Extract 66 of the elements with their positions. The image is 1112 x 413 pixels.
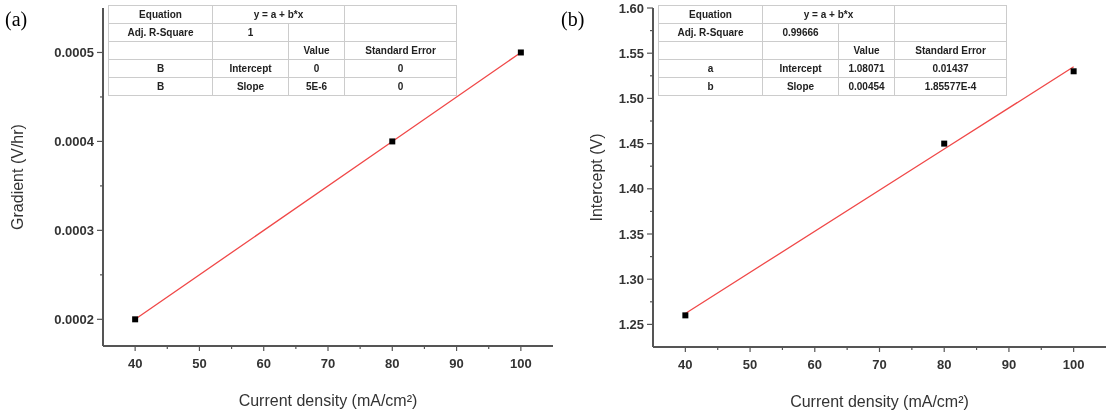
annotation: Value [838,41,895,60]
annotation: a [658,59,763,78]
y-tick-label: 0.0005 [54,44,94,60]
y-tick-label: 1.35 [618,226,644,242]
annotation: Standard Error [894,41,1007,60]
point [132,316,139,323]
x-tick-label: 50 [742,357,758,372]
annotation: 0 [344,77,457,96]
point [682,312,689,319]
annotation: Adj. R-Square [108,23,213,42]
annotation: Adj. R-Square [658,23,763,42]
y-tick-label: 1.40 [618,181,644,197]
x-tick-label: 80 [936,357,952,372]
y-tick-label: 0.0003 [54,222,94,238]
annotation: Intercept [212,59,289,78]
annotation: 0.00454 [838,77,895,96]
x-tick-label: 40 [678,357,693,372]
chart-title: (a) [5,8,28,31]
annotation: 5E-6 [288,77,345,96]
annotation: Standard Error [344,41,457,60]
x-tick-label: 90 [1001,357,1017,372]
annotation: y = a + b*x [762,5,895,24]
y-tick-label: 1.30 [618,271,644,287]
x-tick-label: 100 [510,356,532,371]
y-tick-label: 1.25 [618,316,644,332]
x-tick-label: 90 [449,356,464,371]
annotation: Slope [762,77,839,96]
x-axis-title: Current density (mA/cm²) [790,393,969,410]
annotation: B [108,59,213,78]
point [941,140,948,147]
x-axis-title: Current density (mA/cm²) [238,392,418,409]
annotation: B [108,77,213,96]
annotation: 1.08071 [838,59,895,78]
y-axis-title: Intercept (V) [588,133,605,222]
y-tick-label: 0.0004 [54,133,95,149]
annotation: y = a + b*x [212,5,345,24]
annotation: 1.85577E-4 [894,77,1007,96]
annotation: 0 [288,59,345,78]
point [1070,68,1077,75]
chart-title: (b) [561,8,585,31]
annotation: Equation [108,5,213,24]
x-tick-label: 60 [807,357,823,372]
x-tick-label: 70 [872,357,887,372]
point [517,49,524,56]
x-tick-label: 50 [192,356,207,371]
x-tick-label: 60 [256,356,271,371]
annotation: Value [288,41,345,60]
annotation: 0 [344,59,457,78]
annotation: b [658,77,763,96]
y-tick-label: 1.45 [618,136,644,152]
y-tick-label: 1.60 [618,0,644,16]
annotation: Equation [658,5,763,24]
y-tick-label: 1.50 [618,90,644,106]
point [389,138,396,145]
x-tick-label: 100 [1062,357,1085,372]
annotation: Intercept [762,59,839,78]
y-axis-title: Gradient (V/hr) [9,124,26,230]
x-tick-label: 70 [320,356,336,371]
x-tick-label: 40 [127,356,143,371]
y-tick-label: 1.55 [618,45,644,61]
annotation: Slope [212,77,289,96]
annotation: 1 [212,23,289,42]
y-tick-label: 0.0002 [54,311,94,327]
annotation: 0.01437 [894,59,1007,78]
x-tick-label: 80 [385,356,400,371]
annotation: 0.99666 [762,23,839,42]
